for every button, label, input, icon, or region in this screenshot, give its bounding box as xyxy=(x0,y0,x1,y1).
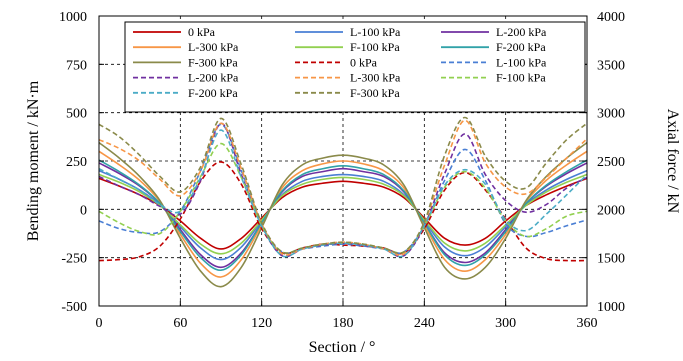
legend-label: L-300 kPa xyxy=(188,40,239,54)
x-tick-label: 240 xyxy=(414,316,435,331)
y-left-tick-label: -500 xyxy=(61,300,87,315)
y-axis-title-right: Axial force / kN xyxy=(664,109,681,214)
y-left-tick-label: 0 xyxy=(80,203,87,218)
x-tick-label: 180 xyxy=(333,316,354,331)
legend-label: F-300 kPa xyxy=(350,86,400,100)
series-line-left-l-100-kpa xyxy=(98,169,588,261)
legend-label: L-200 kPa xyxy=(496,25,547,39)
legend-label: F-100 kPa xyxy=(496,71,546,85)
legend-label: L-100 kPa xyxy=(496,55,547,69)
series-line-right-f-100-kpa xyxy=(98,142,588,254)
x-tick-label: 360 xyxy=(577,316,598,331)
legend-label: F-200 kPa xyxy=(188,86,238,100)
y-right-tick-label: 4000 xyxy=(597,10,625,25)
x-tick-label: 300 xyxy=(495,316,516,331)
tick-layer: 0 60 120 180 240 300 360 -500 -250 0 250 500 750 1000… xyxy=(59,10,625,331)
x-axis-title: Section / ° xyxy=(309,339,376,356)
y-right-tick-label: 1000 xyxy=(597,300,625,315)
legend-label: F-100 kPa xyxy=(350,40,400,54)
series-layer xyxy=(98,116,588,288)
y-left-tick-label: 1000 xyxy=(59,10,87,25)
y-left-tick-label: 250 xyxy=(66,155,87,170)
legend-label: 0 kPa xyxy=(188,25,216,39)
legend-label: F-300 kPa xyxy=(188,55,238,69)
y-right-tick-label: 3500 xyxy=(597,58,625,73)
y-right-tick-label: 3000 xyxy=(597,107,625,122)
y-right-tick-label: 2000 xyxy=(597,203,625,218)
legend-label: L-100 kPa xyxy=(350,25,401,39)
series-line-left-l-200-kpa xyxy=(98,162,588,269)
series-line-right-l-200-kpa xyxy=(98,122,588,258)
y-left-tick-label: 750 xyxy=(66,58,87,73)
legend-label: 0 kPa xyxy=(350,55,378,69)
legend: 0 kPa L-100 kPa L-200 kPa L-300 kPa F-100 kP… xyxy=(124,21,586,113)
y-left-tick-label: 500 xyxy=(66,107,87,122)
series-line-right-f-300-kpa xyxy=(98,116,588,255)
legend-label: F-200 kPa xyxy=(496,40,546,54)
y-axis-title-left: Bending moment / kN·m xyxy=(25,80,42,241)
x-tick-label: 120 xyxy=(251,316,272,331)
y-right-tick-label: 2500 xyxy=(597,155,625,170)
series-line-left-l-300-kpa xyxy=(98,150,588,278)
x-tick-label: 0 xyxy=(96,316,103,331)
y-left-tick-label: -250 xyxy=(61,252,87,267)
series-line-left-f-300-kpa xyxy=(98,141,588,288)
x-tick-label: 60 xyxy=(173,316,187,331)
series-line-left-f-200-kpa xyxy=(98,159,588,272)
legend-box xyxy=(124,21,586,113)
y-right-tick-label: 1500 xyxy=(597,252,625,267)
legend-label: L-200 kPa xyxy=(188,71,239,85)
legend-label: L-300 kPa xyxy=(350,71,401,85)
